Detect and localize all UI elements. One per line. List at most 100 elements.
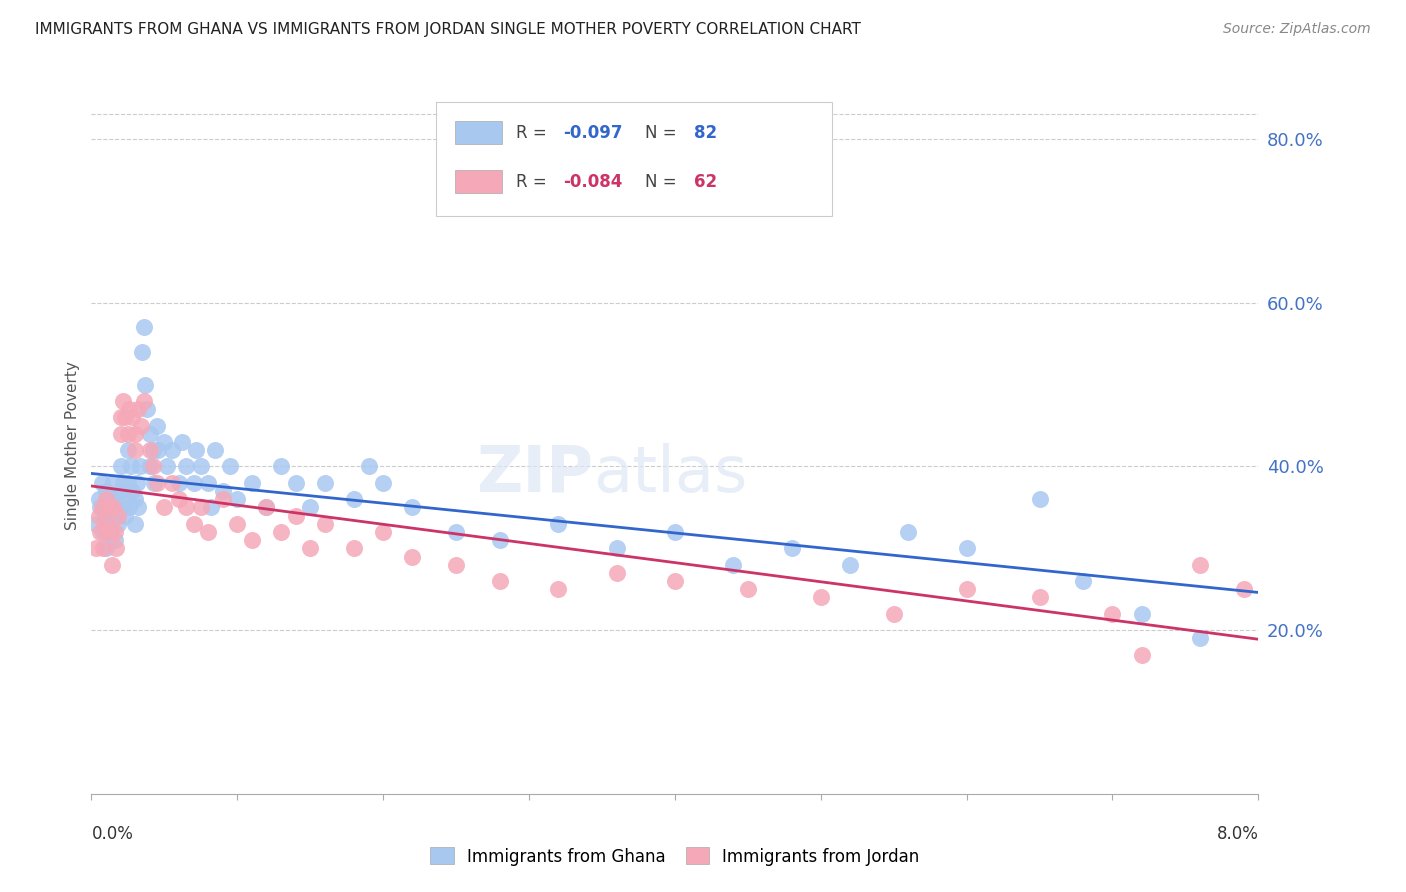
Point: [737, 582, 759, 597]
Point: [87, 508, 110, 523]
Point: [142, 459, 165, 474]
Legend: Immigrants from Ghana, Immigrants from Jordan: Immigrants from Ghana, Immigrants from J…: [430, 847, 920, 865]
Point: [174, 459, 197, 474]
Point: [190, 459, 212, 474]
Point: [146, 418, 169, 433]
Point: [111, 500, 134, 515]
Point: [314, 475, 336, 490]
Point: [124, 516, 146, 531]
Point: [605, 541, 627, 556]
Point: [132, 320, 155, 334]
Point: [121, 483, 143, 498]
Point: [371, 475, 394, 490]
Point: [174, 500, 197, 515]
Text: Source: ZipAtlas.com: Source: ZipAtlas.com: [1223, 22, 1371, 37]
Point: [256, 500, 278, 515]
Text: N =: N =: [644, 173, 682, 191]
Point: [284, 508, 307, 523]
Point: [112, 394, 135, 409]
Text: -0.084: -0.084: [562, 173, 623, 191]
Point: [190, 500, 212, 515]
Point: [547, 516, 569, 531]
Point: [1073, 574, 1095, 588]
Point: [143, 475, 166, 490]
Point: [1101, 607, 1123, 621]
Point: [956, 582, 979, 597]
Text: 0.0%: 0.0%: [91, 825, 134, 843]
Point: [98, 516, 121, 531]
Point: [240, 475, 263, 490]
Point: [211, 492, 233, 507]
Point: [1130, 607, 1153, 621]
Point: [84, 516, 107, 531]
Point: [1130, 648, 1153, 662]
Point: [110, 459, 132, 474]
Point: [160, 443, 183, 458]
Point: [148, 443, 170, 458]
Point: [138, 459, 162, 474]
Text: N =: N =: [644, 124, 682, 142]
Point: [1028, 492, 1050, 507]
Point: [197, 524, 219, 539]
Point: [489, 574, 512, 588]
Point: [104, 508, 127, 523]
Point: [183, 475, 205, 490]
Text: IMMIGRANTS FROM GHANA VS IMMIGRANTS FROM JORDAN SINGLE MOTHER POVERTY CORRELATIO: IMMIGRANTS FROM GHANA VS IMMIGRANTS FROM…: [35, 22, 860, 37]
Point: [91, 524, 114, 539]
Point: [124, 443, 146, 458]
Point: [105, 541, 128, 556]
Point: [94, 541, 117, 556]
Point: [90, 500, 112, 515]
Point: [897, 524, 920, 539]
Point: [1028, 591, 1050, 605]
Point: [115, 492, 138, 507]
Point: [219, 459, 242, 474]
Point: [167, 475, 190, 490]
Y-axis label: Single Mother Poverty: Single Mother Poverty: [65, 361, 80, 531]
Point: [838, 558, 860, 572]
Point: [444, 558, 467, 572]
Text: -0.097: -0.097: [562, 124, 623, 142]
Point: [138, 443, 162, 458]
FancyBboxPatch shape: [436, 102, 832, 217]
Point: [200, 500, 222, 515]
Point: [112, 475, 135, 490]
Point: [1233, 582, 1256, 597]
Point: [117, 443, 139, 458]
Point: [547, 582, 569, 597]
Point: [226, 516, 249, 531]
Text: 62: 62: [693, 173, 717, 191]
Point: [84, 541, 107, 556]
Point: [183, 516, 205, 531]
Point: [153, 434, 176, 449]
Point: [883, 607, 905, 621]
Point: [129, 418, 152, 433]
Point: [197, 475, 219, 490]
Point: [94, 483, 117, 498]
Point: [226, 492, 249, 507]
Point: [167, 492, 190, 507]
Point: [357, 459, 380, 474]
Point: [371, 524, 394, 539]
Point: [132, 394, 155, 409]
Point: [299, 500, 322, 515]
Point: [97, 492, 120, 507]
Point: [146, 475, 169, 490]
Point: [156, 459, 179, 474]
Point: [153, 500, 176, 515]
Point: [97, 500, 120, 515]
Point: [284, 475, 307, 490]
Text: atlas: atlas: [593, 442, 748, 505]
Point: [127, 500, 149, 515]
Point: [96, 524, 118, 539]
Point: [299, 541, 322, 556]
Point: [160, 475, 183, 490]
Point: [124, 492, 146, 507]
Point: [114, 410, 136, 425]
Point: [240, 533, 263, 548]
Point: [170, 434, 193, 449]
Point: [107, 508, 129, 523]
Point: [90, 475, 112, 490]
Point: [664, 524, 686, 539]
Point: [1189, 558, 1212, 572]
